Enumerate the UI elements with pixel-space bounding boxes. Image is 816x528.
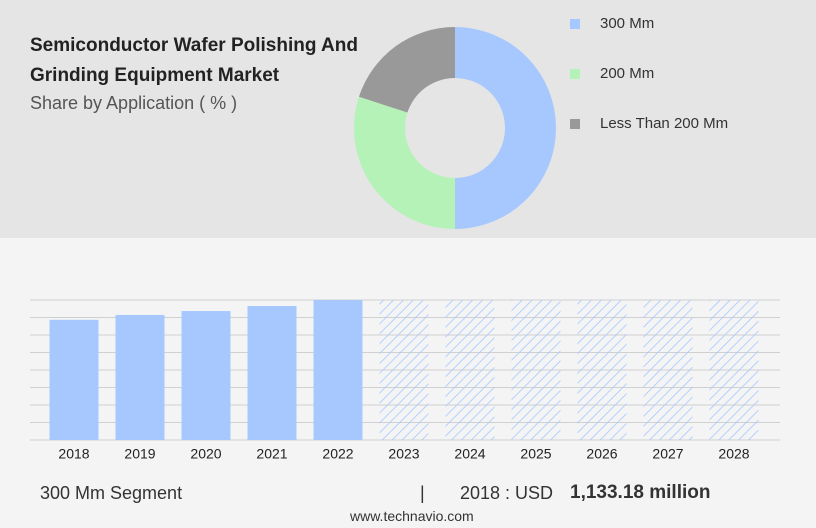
donut-slice: [353, 96, 455, 230]
bar: [313, 300, 363, 440]
chart-subtitle: Share by Application ( % ): [30, 93, 238, 113]
year-label: 2018 : USD: [460, 483, 554, 503]
forecast-placeholder: [511, 300, 561, 440]
forecast-placeholder: [445, 300, 495, 440]
x-tick-label: 2026: [586, 446, 617, 462]
legend-swatch: [570, 119, 580, 129]
donut-slice: [358, 27, 455, 113]
forecast-placeholder: [577, 300, 627, 440]
source: www.technavio.com: [350, 508, 474, 524]
legend-label: Less Than 200 Mm: [600, 115, 728, 132]
forecast-placeholder: [379, 300, 429, 440]
x-tick-label: 2018: [58, 446, 89, 462]
separator: |: [420, 483, 425, 503]
x-tick-label: 2021: [256, 446, 287, 462]
forecast-placeholder: [709, 300, 759, 440]
chart-title: Semiconductor Wafer Polishing And Grindi…: [30, 35, 358, 86]
bar: [247, 306, 297, 440]
bar: [115, 314, 165, 440]
bar: [181, 311, 231, 440]
x-tick-label: 2025: [520, 446, 551, 462]
x-tick-label: 2019: [124, 446, 155, 462]
legend-swatch: [570, 69, 580, 79]
x-tick-label: 2020: [190, 446, 221, 462]
legend-label: 300 Mm: [600, 15, 654, 32]
bar: [49, 319, 99, 440]
value-label: 1,133.18 million: [570, 482, 711, 503]
legend-swatch: [570, 19, 580, 29]
x-tick-label: 2023: [388, 446, 419, 462]
x-tick-label: 2028: [718, 446, 749, 462]
x-tick-label: 2027: [652, 446, 683, 462]
x-tick-label: 2024: [454, 446, 485, 462]
legend-label: 200 Mm: [600, 65, 654, 82]
donut-slice: [455, 27, 556, 229]
forecast-placeholder: [643, 300, 693, 440]
segment-label: 300 Mm Segment: [40, 483, 183, 503]
x-tick-label: 2022: [322, 446, 353, 462]
